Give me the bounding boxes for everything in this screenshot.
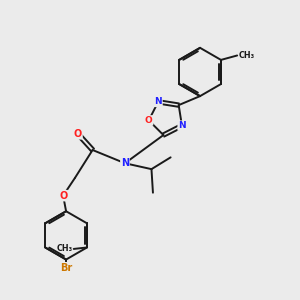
Text: O: O	[59, 190, 67, 201]
Text: CH₃: CH₃	[56, 244, 72, 253]
Text: CH₃: CH₃	[238, 51, 255, 60]
Text: N: N	[154, 98, 162, 106]
Text: N: N	[178, 121, 186, 130]
Text: Br: Br	[60, 263, 72, 273]
Text: O: O	[145, 116, 153, 125]
Text: O: O	[74, 129, 82, 139]
Text: N: N	[121, 158, 129, 168]
